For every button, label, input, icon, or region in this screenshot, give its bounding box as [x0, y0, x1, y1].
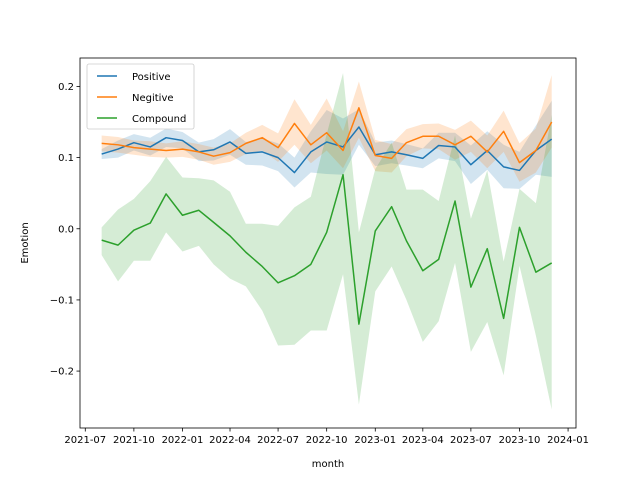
x-tick-label: 2023-01 — [354, 435, 396, 446]
legend: Positive Negitive Compound — [86, 63, 195, 130]
x-axis-ticks: 2021-07 2021-10 2022-01 2022-04 2022-07 2022-… — [64, 428, 589, 446]
band-positive — [101, 100, 552, 189]
series-line-negitive — [101, 107, 553, 164]
band-compound — [101, 72, 552, 410]
band-negitive — [101, 75, 552, 182]
x-tick-label: 2021-10 — [113, 435, 155, 446]
y-tick-label: −0.1 — [50, 295, 74, 306]
x-tick-label: 2023-07 — [450, 435, 492, 446]
y-tick-label: −0.2 — [50, 367, 74, 378]
x-tick-label: 2022-10 — [306, 435, 348, 446]
y-axis-label: Emotion — [20, 222, 31, 263]
x-tick-label: 2024-01 — [547, 435, 589, 446]
legend-label-negitive: Negitive — [132, 93, 174, 104]
x-axis-label: month — [312, 459, 344, 470]
series-line-compound — [101, 173, 553, 325]
x-tick-label: 2022-01 — [162, 435, 204, 446]
legend-label-compound: Compound — [132, 114, 186, 125]
series-line-positive — [101, 126, 553, 174]
legend-label-positive: Positive — [132, 72, 171, 83]
y-tick-label: 0.1 — [58, 153, 74, 164]
y-axis-ticks: 0.2 0.1 0.0 −0.1 −0.2 — [50, 82, 80, 378]
confidence-bands — [101, 72, 552, 410]
x-tick-label: 2022-04 — [209, 435, 251, 446]
plot-frame — [79, 57, 577, 429]
legend-box — [86, 63, 195, 130]
x-tick-label: 2023-04 — [402, 435, 444, 446]
y-tick-label: 0.0 — [58, 224, 74, 235]
x-tick-label: 2022-07 — [257, 435, 299, 446]
series-lines — [101, 107, 553, 325]
x-tick-label: 2021-07 — [64, 435, 106, 446]
x-tick-label: 2023-10 — [499, 435, 541, 446]
y-tick-label: 0.2 — [58, 82, 74, 93]
